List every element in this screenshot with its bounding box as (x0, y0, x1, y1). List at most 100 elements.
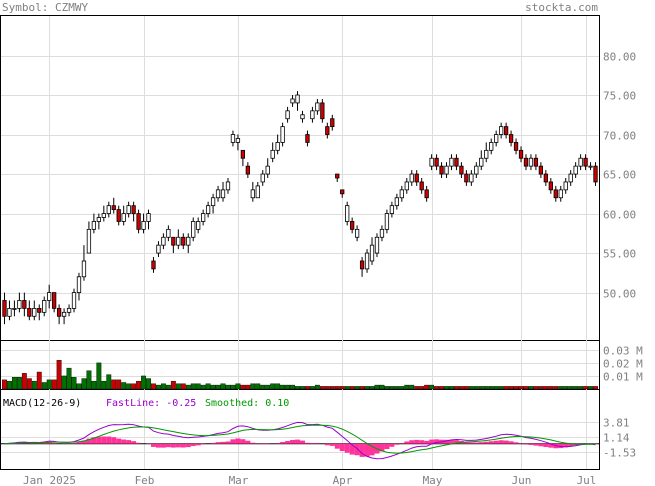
candle-body (205, 205, 211, 214)
candle (553, 185, 558, 202)
candle (394, 193, 399, 210)
candle (350, 217, 355, 234)
candle (176, 229, 181, 250)
candle (275, 134, 280, 155)
volume-bar (255, 383, 261, 390)
volume-bar (121, 382, 127, 390)
volume-bar (156, 384, 161, 390)
macd-histogram-bar (444, 439, 449, 444)
macd-histogram-bar (463, 442, 469, 444)
volume-bar (185, 384, 191, 390)
volume-bar (548, 386, 554, 390)
candle (220, 181, 226, 202)
candle (335, 173, 340, 182)
macd-histogram-bar (528, 443, 534, 446)
candle-body (439, 165, 444, 175)
candle (409, 170, 414, 186)
candle (305, 130, 310, 147)
candle-body (270, 149, 275, 159)
volume-bar (449, 386, 454, 390)
candle (27, 300, 32, 321)
macd-histogram-bar (275, 442, 281, 444)
candle-body (369, 244, 375, 262)
candle (310, 106, 315, 123)
candle (146, 209, 151, 230)
macd-title: MACD(12-26-9) (3, 398, 81, 409)
macd-histogram-bar (424, 440, 430, 444)
volume-bar (439, 386, 444, 390)
volume-bar (384, 386, 390, 390)
volume-bar (131, 383, 137, 390)
volume-bar (538, 386, 544, 390)
candle (171, 236, 176, 254)
candle-body (563, 181, 568, 191)
candle (52, 292, 57, 313)
macd-histogram-bar (190, 443, 196, 447)
candle (285, 106, 290, 123)
candle-body (141, 221, 146, 230)
candle (250, 181, 255, 202)
candle-body (350, 221, 355, 230)
volume-bar (553, 386, 559, 390)
candle-body (593, 165, 598, 183)
volume-bar (354, 386, 360, 390)
volume-bar (573, 386, 579, 390)
candle-body (260, 173, 265, 183)
volume-bar (270, 383, 276, 390)
volume-bar (151, 383, 156, 390)
candle-body (61, 311, 67, 317)
candle-body (484, 149, 489, 159)
candle (66, 304, 72, 317)
axis-labels: 80.00 75.00 70.00 65.00 60.00 55.00 50.00 Jan 2… (23, 51, 643, 486)
candle (186, 233, 191, 254)
macd-histogram-bar (508, 441, 514, 444)
candle-body (161, 236, 166, 246)
candle (32, 300, 37, 321)
candle-body (449, 157, 454, 167)
candle (86, 221, 92, 254)
candle (300, 110, 305, 123)
volume-tick-label: 0.03 M (603, 345, 643, 358)
volume-bar (533, 386, 539, 390)
candle-body (434, 157, 439, 167)
volume-bar (498, 386, 504, 390)
candle-body (444, 165, 449, 175)
macd-histogram-bar (151, 443, 156, 447)
candle-body (186, 236, 191, 246)
volume-bar (116, 379, 122, 390)
macd-histogram-bar (185, 443, 191, 448)
macd-tick-label: 3.81 (603, 417, 630, 430)
candle (106, 201, 111, 218)
candle-body (523, 157, 529, 167)
volume-bar (578, 386, 584, 390)
volume-bar (96, 362, 102, 390)
volume-bar (334, 386, 340, 390)
macd-histogram-bar (329, 443, 335, 446)
candle (17, 292, 22, 313)
candle-body (52, 292, 57, 309)
candle-body (389, 205, 395, 214)
candle (151, 257, 156, 273)
volume-bar (324, 386, 330, 390)
candle-body (220, 189, 226, 199)
candle (126, 201, 131, 218)
candle-body (156, 244, 161, 254)
candle (414, 170, 419, 186)
macd-histogram-bar (379, 443, 385, 452)
macd-histogram-bar (344, 443, 350, 453)
macd-histogram-bar (175, 443, 181, 448)
candle-body (543, 173, 548, 183)
candle-body (573, 165, 578, 175)
candle-body (503, 126, 509, 135)
volume-bar (51, 379, 57, 390)
macd-histogram-bar (473, 442, 479, 444)
candle (593, 162, 598, 186)
candle (96, 213, 101, 230)
price-tick-label: 50.00 (603, 288, 636, 301)
macd-histogram-bar (429, 439, 435, 444)
price-tick-label: 55.00 (603, 248, 636, 261)
candle-body (374, 236, 380, 254)
candle (325, 122, 330, 139)
candle-body (568, 173, 573, 183)
volume-tick-label: 0.01 M (603, 371, 643, 384)
